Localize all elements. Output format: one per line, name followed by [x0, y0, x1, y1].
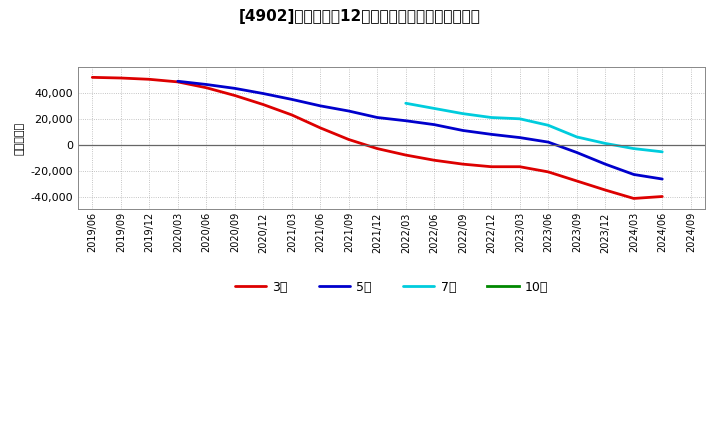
- 5年: [459, 128, 467, 133]
- 3年: [601, 187, 610, 193]
- 3年: [373, 146, 382, 151]
- 5年: [601, 161, 610, 167]
- 5年: [344, 108, 353, 114]
- 5年: [487, 132, 495, 137]
- 3年: [259, 102, 268, 107]
- 3年: [572, 178, 581, 183]
- 7年: [658, 149, 667, 154]
- 3年: [230, 93, 239, 98]
- 3年: [430, 158, 438, 163]
- 3年: [658, 194, 667, 199]
- 5年: [516, 135, 524, 140]
- 5年: [373, 115, 382, 120]
- 3年: [516, 164, 524, 169]
- 5年: [259, 91, 268, 96]
- 5年: [430, 122, 438, 127]
- 7年: [459, 111, 467, 116]
- 7年: [487, 115, 495, 120]
- Y-axis label: （百万円）: （百万円）: [15, 122, 25, 155]
- 5年: [544, 139, 552, 145]
- 7年: [544, 123, 552, 128]
- 3年: [88, 75, 96, 80]
- 7年: [572, 134, 581, 139]
- 5年: [174, 79, 182, 84]
- 7年: [402, 101, 410, 106]
- 5年: [402, 118, 410, 123]
- Line: 7年: 7年: [406, 103, 662, 152]
- Line: 5年: 5年: [178, 81, 662, 179]
- Legend: 3年, 5年, 7年, 10年: 3年, 5年, 7年, 10年: [230, 275, 553, 298]
- 5年: [202, 82, 211, 87]
- 5年: [572, 150, 581, 155]
- 3年: [174, 79, 182, 84]
- 5年: [658, 176, 667, 182]
- 7年: [516, 116, 524, 121]
- 7年: [629, 146, 638, 151]
- 5年: [629, 172, 638, 177]
- 7年: [430, 106, 438, 111]
- 3年: [202, 85, 211, 90]
- 3年: [544, 169, 552, 175]
- 3年: [287, 112, 296, 117]
- 5年: [287, 97, 296, 102]
- Line: 3年: 3年: [92, 77, 662, 198]
- 7年: [601, 141, 610, 146]
- Text: [4902]　経常利益12か月移動合計の平均値の推移: [4902] 経常利益12か月移動合計の平均値の推移: [239, 9, 481, 24]
- 3年: [316, 125, 325, 131]
- 3年: [117, 75, 125, 81]
- 5年: [316, 103, 325, 109]
- 3年: [487, 164, 495, 169]
- 3年: [629, 196, 638, 201]
- 5年: [230, 86, 239, 91]
- 3年: [344, 137, 353, 142]
- 3年: [145, 77, 153, 82]
- 3年: [459, 161, 467, 167]
- 3年: [402, 152, 410, 158]
